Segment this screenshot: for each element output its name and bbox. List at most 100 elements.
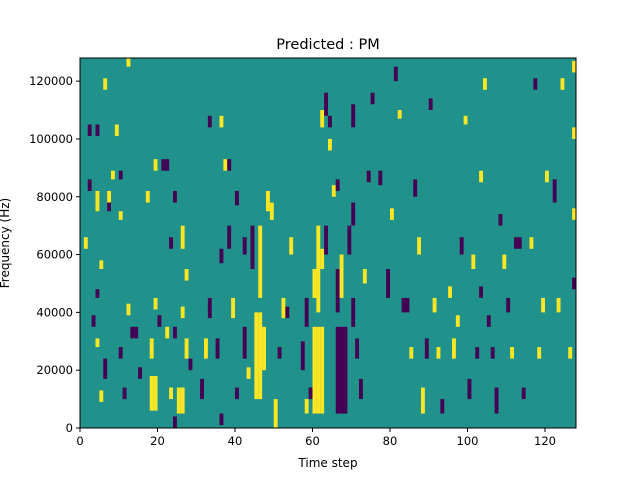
heatmap-cell xyxy=(490,347,495,359)
heatmap-cell xyxy=(517,237,522,249)
heatmap-cell xyxy=(572,208,576,220)
heatmap-cell xyxy=(277,347,282,359)
heatmap-cell xyxy=(91,315,96,327)
heatmap-cell xyxy=(405,297,410,313)
heatmap-cell xyxy=(413,179,418,197)
heatmap-cell xyxy=(242,326,247,359)
heatmap-cell xyxy=(126,58,131,67)
heatmap-cell xyxy=(537,347,542,359)
x-tick-label: 20 xyxy=(150,434,165,448)
heatmap-cell xyxy=(219,413,224,426)
heatmap-cell xyxy=(320,110,325,128)
heatmap-cell xyxy=(207,297,212,319)
heatmap-cell xyxy=(219,248,224,264)
heatmap-cell xyxy=(428,98,433,111)
heatmap-cell xyxy=(455,315,460,327)
heatmap-cell xyxy=(103,78,108,90)
chart-title: Predicted : PM xyxy=(276,37,379,53)
heatmap-cell xyxy=(320,326,325,414)
heatmap-cell xyxy=(304,297,309,327)
x-axis-label: Time step xyxy=(297,456,357,470)
heatmap-cell xyxy=(87,124,92,137)
heatmap-cell xyxy=(339,326,344,414)
heatmap-cell xyxy=(111,170,115,180)
heatmap-cell xyxy=(169,387,173,400)
heatmap-cell xyxy=(440,399,445,414)
heatmap-cell xyxy=(138,367,142,379)
heatmap-cell xyxy=(95,190,100,212)
heatmap-cell xyxy=(331,185,336,197)
heatmap-cell xyxy=(184,338,189,359)
x-tick-label: 0 xyxy=(76,434,83,448)
heatmap-cell xyxy=(227,225,232,249)
heatmap-cell xyxy=(180,306,185,319)
heatmap-cell xyxy=(242,237,247,255)
heatmap-cell xyxy=(304,399,309,414)
heatmap-cell xyxy=(479,286,483,298)
heatmap-cell xyxy=(130,326,135,339)
heatmap-cell xyxy=(560,78,565,90)
heatmap-cell xyxy=(114,124,119,137)
heatmap-cell xyxy=(324,92,328,116)
y-axis-label: Frequency (Hz) xyxy=(0,198,12,289)
heatmap-cell xyxy=(552,179,557,203)
heatmap-cell xyxy=(506,297,511,313)
heatmap-cell xyxy=(254,312,259,400)
heatmap-cell xyxy=(207,115,212,128)
heatmap-cell xyxy=(95,124,100,137)
heatmap-cell xyxy=(126,303,131,316)
heatmap-cell xyxy=(273,399,278,428)
heatmap-cell xyxy=(153,297,158,310)
x-tick-label: 80 xyxy=(383,434,398,448)
heatmap-cell xyxy=(572,277,576,290)
heatmap-cell xyxy=(347,225,352,255)
heatmap-cell xyxy=(235,190,239,206)
y-tick-label: 120000 xyxy=(29,74,73,88)
heatmap-cell xyxy=(235,387,239,400)
heatmap-cell xyxy=(452,338,456,359)
heatmap-cell xyxy=(370,92,375,105)
heatmap-cell xyxy=(409,347,414,359)
heatmap-cell xyxy=(269,202,274,220)
heatmap-cell xyxy=(529,237,534,249)
heatmap-cell xyxy=(421,387,425,414)
heatmap-cell xyxy=(176,387,181,414)
x-tick-label: 120 xyxy=(534,434,556,448)
heatmap-cell xyxy=(231,297,235,319)
heatmap-cell xyxy=(83,237,88,249)
heatmap-cell xyxy=(316,326,321,414)
heatmap-cell xyxy=(118,211,123,220)
heatmap-cell xyxy=(568,347,573,359)
axes: 0 20 40 60 80 100 120 0 20000 40000 60000 80000 1000… xyxy=(29,57,577,448)
heatmap-cell xyxy=(510,347,514,359)
heatmap-cell xyxy=(300,341,305,371)
heatmap-cell xyxy=(87,179,92,191)
heatmap-cell xyxy=(157,315,162,327)
heatmap-cell xyxy=(173,190,177,203)
heatmap-cell xyxy=(165,326,170,339)
heatmap-cell xyxy=(386,269,390,298)
heatmap-cell xyxy=(328,115,332,128)
heatmap-cell xyxy=(153,375,158,411)
heatmap-cell xyxy=(122,387,127,400)
heatmap-cell xyxy=(95,289,100,298)
heatmap-cell xyxy=(223,159,228,171)
heatmap-cell xyxy=(250,225,255,270)
heatmap-cell xyxy=(328,138,332,151)
heatmap-cell xyxy=(448,286,452,298)
heatmap-cell xyxy=(200,378,204,400)
heatmap-cell xyxy=(401,297,406,313)
heatmap-cell xyxy=(541,297,545,313)
heatmap-cell xyxy=(335,326,340,414)
heatmap-cell xyxy=(149,375,154,411)
heatmap-cell xyxy=(258,312,263,400)
heatmap-cell xyxy=(359,378,363,400)
heatmap-cell xyxy=(246,367,251,379)
heatmap-cell xyxy=(285,306,290,319)
heatmap-cell xyxy=(165,159,170,171)
heatmap-cell xyxy=(483,78,487,90)
heatmap-cell xyxy=(498,214,503,226)
heatmap-cell xyxy=(390,208,394,220)
heatmap-cell xyxy=(312,269,317,298)
